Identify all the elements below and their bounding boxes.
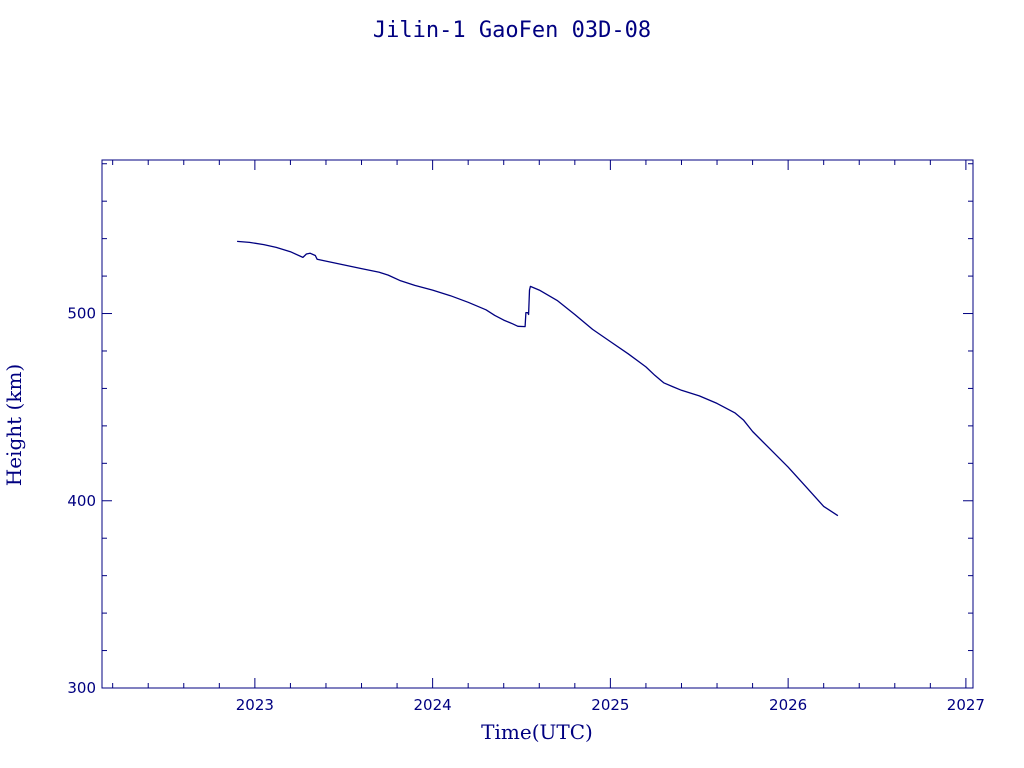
y-tick-label: 500 [67,305,96,323]
axis-ticks [102,160,973,689]
x-tick-label: 2023 [236,696,274,714]
x-axis-title: Time(UTC) [481,720,593,744]
height-series-line [237,240,839,517]
x-tick-label: 2027 [947,696,985,714]
y-tick-label: 300 [67,679,96,697]
plot-frame [101,159,974,689]
y-axis-title: Height (km) [2,364,26,486]
y-tick-label: 400 [67,492,96,510]
chart-title: Jilin-1 GaoFen 03D-08 [373,18,651,43]
axis-tick-labels: 2023 2024 2025 2026 2027 300 400 500 [67,305,985,714]
x-tick-label: 2025 [591,696,629,714]
x-tick-label: 2024 [414,696,452,714]
x-tick-label: 2026 [769,696,807,714]
